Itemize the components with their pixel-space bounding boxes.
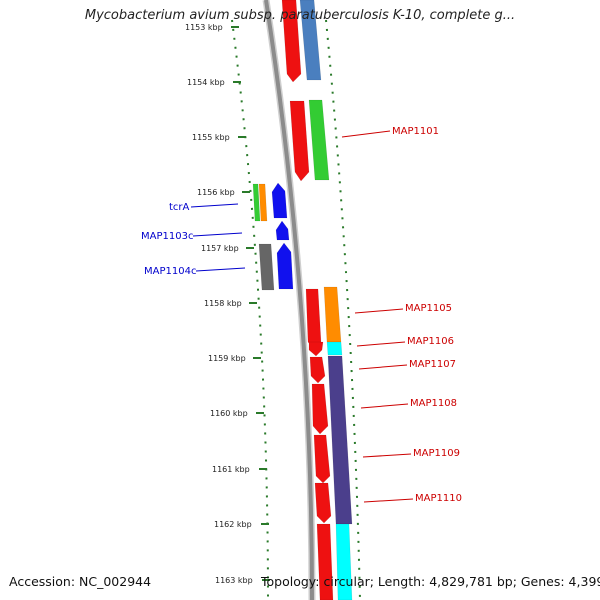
map-title: Mycobacterium avium subsp. paratuberculo… xyxy=(84,8,516,23)
reverse-cds-block xyxy=(276,242,294,290)
gene-label-map1106[interactable]: MAP1106 xyxy=(407,336,454,347)
cds-block xyxy=(314,482,332,524)
orange-block xyxy=(323,286,342,343)
ruler-label: 1158 kbp xyxy=(204,299,242,308)
gene-label-map1110[interactable]: MAP1110 xyxy=(415,493,462,504)
gene-label-map1103c[interactable]: MAP1103c xyxy=(141,231,193,242)
cds-block xyxy=(316,523,334,600)
label-leader xyxy=(341,130,391,138)
cds-block xyxy=(305,288,322,350)
gene-labels[interactable]: tcrA MAP1103c MAP1104c MAP1101 MAP1105 MAP110… xyxy=(141,126,462,504)
cyan-block xyxy=(326,341,343,356)
accession-text: Accession: NC_002944 xyxy=(9,574,152,589)
label-leader xyxy=(356,341,406,347)
label-leader xyxy=(190,203,239,208)
cds-block xyxy=(313,434,331,484)
label-leader xyxy=(363,498,414,503)
backbone-track xyxy=(262,0,316,600)
steelblue-block xyxy=(299,0,322,81)
green-block xyxy=(308,99,330,181)
label-leader xyxy=(358,364,408,370)
feature-tracks xyxy=(252,0,353,600)
ruler-label: 1160 kbp xyxy=(210,409,248,418)
topology-summary: Topology: circular; Length: 4,829,781 bp… xyxy=(261,574,600,589)
ruler-label: 1157 kbp xyxy=(201,244,239,253)
orange-block xyxy=(258,183,268,222)
cds-block xyxy=(309,356,326,384)
ruler-label: 1159 kbp xyxy=(208,354,246,363)
gene-label-map1108[interactable]: MAP1108 xyxy=(410,398,457,409)
label-leader xyxy=(195,267,246,272)
ruler-label: 1155 kbp xyxy=(192,133,230,142)
cds-block xyxy=(289,100,310,182)
cds-block xyxy=(308,341,324,357)
ruler-label: 1162 kbp xyxy=(214,520,252,529)
cds-block xyxy=(281,0,302,83)
gene-label-map1109[interactable]: MAP1109 xyxy=(413,448,460,459)
ruler-label: 1153 kbp xyxy=(185,23,223,32)
label-leader xyxy=(354,308,404,314)
cyan-block xyxy=(335,523,353,600)
green-block xyxy=(252,183,261,222)
backbone-line xyxy=(264,0,314,600)
ruler-label: 1163 kbp xyxy=(215,576,253,585)
gene-label-map1107[interactable]: MAP1107 xyxy=(409,359,456,370)
gray-block xyxy=(258,243,275,291)
dotted-curve-1 xyxy=(231,19,269,600)
cds-block xyxy=(311,383,329,435)
backbone-shadow xyxy=(262,0,316,600)
label-leader xyxy=(192,232,243,237)
gene-label-map1101[interactable]: MAP1101 xyxy=(392,126,439,137)
reverse-cds-block xyxy=(271,182,288,219)
gene-label-map1105[interactable]: MAP1105 xyxy=(405,303,452,314)
gene-label-tcra[interactable]: tcrA xyxy=(169,202,190,213)
label-leader xyxy=(362,453,412,458)
gene-label-map1104c[interactable]: MAP1104c xyxy=(144,266,196,277)
ruler-label: 1154 kbp xyxy=(187,78,225,87)
ruler-label: 1156 kbp xyxy=(197,188,235,197)
label-leader xyxy=(360,403,409,409)
kbp-ruler: 1153 kbp 1154 kbp 1155 kbp 1156 kbp 1157 kbp… xyxy=(185,23,270,585)
label-leaders xyxy=(190,130,414,503)
purple-block xyxy=(327,355,353,525)
reverse-cds-block xyxy=(275,220,290,241)
ruler-label: 1161 kbp xyxy=(212,465,250,474)
